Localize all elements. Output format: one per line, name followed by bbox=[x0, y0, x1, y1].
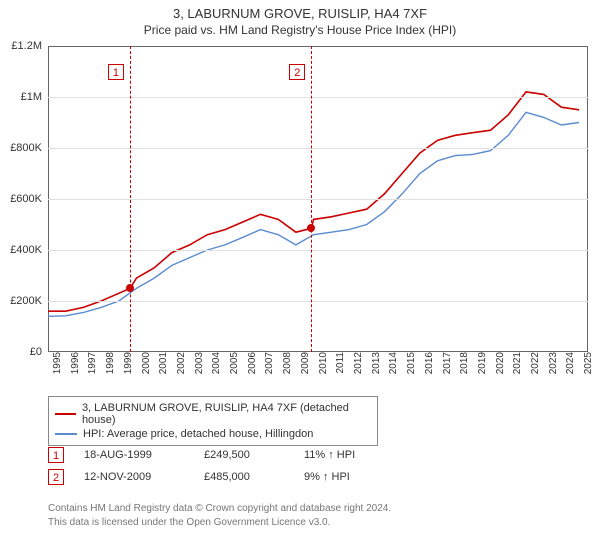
x-axis-label: 2004 bbox=[207, 352, 222, 374]
x-axis-label: 2016 bbox=[420, 352, 435, 374]
legend-swatch bbox=[55, 413, 76, 415]
event-price: £485,000 bbox=[204, 471, 284, 483]
event-vline bbox=[311, 46, 312, 352]
event-vline bbox=[130, 46, 131, 352]
event-price: £249,500 bbox=[204, 449, 284, 461]
legend-swatch bbox=[55, 433, 77, 435]
legend-item-hpi: HPI: Average price, detached house, Hill… bbox=[55, 427, 371, 441]
legend-item-price: 3, LABURNUM GROVE, RUISLIP, HA4 7XF (det… bbox=[55, 401, 371, 427]
x-axis-label: 2005 bbox=[225, 352, 240, 374]
x-axis-label: 2008 bbox=[278, 352, 293, 374]
x-axis-label: 2011 bbox=[331, 352, 346, 374]
chart-title: 3, LABURNUM GROVE, RUISLIP, HA4 7XF bbox=[0, 0, 600, 21]
event-dot-1 bbox=[126, 284, 134, 292]
event-delta: 11% ↑ HPI bbox=[304, 449, 355, 461]
x-axis-label: 2002 bbox=[172, 352, 187, 374]
x-axis-label: 2001 bbox=[154, 352, 169, 374]
y-axis-label: £200K bbox=[10, 295, 48, 307]
x-axis-label: 2009 bbox=[296, 352, 311, 374]
x-axis-label: 2003 bbox=[190, 352, 205, 374]
event-row-1: 1 18-AUG-1999 £249,500 11% ↑ HPI bbox=[48, 444, 355, 466]
x-axis-label: 2015 bbox=[402, 352, 417, 374]
x-axis-label: 2014 bbox=[384, 352, 399, 374]
x-axis-label: 2025 bbox=[579, 352, 594, 374]
event-row-marker: 1 bbox=[48, 447, 64, 463]
y-axis-label: £1.2M bbox=[11, 40, 48, 52]
x-axis-label: 2018 bbox=[455, 352, 470, 374]
y-axis-label: £0 bbox=[30, 346, 48, 358]
x-axis-label: 2019 bbox=[473, 352, 488, 374]
event-marker-2: 2 bbox=[289, 64, 305, 80]
x-axis-label: 1999 bbox=[119, 352, 134, 374]
x-axis-label: 2013 bbox=[367, 352, 382, 374]
event-dot-2 bbox=[307, 224, 315, 232]
legend-label: 3, LABURNUM GROVE, RUISLIP, HA4 7XF (det… bbox=[82, 402, 371, 426]
x-axis-label: 1998 bbox=[101, 352, 116, 374]
chart-plot-area: £0£200K£400K£600K£800K£1M£1.2M1995199619… bbox=[48, 46, 588, 352]
x-axis-label: 2017 bbox=[438, 352, 453, 374]
footer-attribution: Contains HM Land Registry data © Crown c… bbox=[48, 502, 391, 529]
x-axis-label: 2020 bbox=[491, 352, 506, 374]
x-axis-label: 2007 bbox=[260, 352, 275, 374]
x-axis-label: 1996 bbox=[66, 352, 81, 374]
legend: 3, LABURNUM GROVE, RUISLIP, HA4 7XF (det… bbox=[48, 396, 378, 446]
x-axis-label: 2012 bbox=[349, 352, 364, 374]
event-date: 18-AUG-1999 bbox=[84, 449, 184, 461]
x-axis-label: 2006 bbox=[243, 352, 258, 374]
x-axis-label: 2021 bbox=[508, 352, 523, 374]
y-axis-label: £400K bbox=[10, 244, 48, 256]
y-axis-label: £600K bbox=[10, 193, 48, 205]
x-axis-label: 2023 bbox=[544, 352, 559, 374]
series-price bbox=[48, 92, 579, 311]
event-table: 1 18-AUG-1999 £249,500 11% ↑ HPI 2 12-NOV-200… bbox=[48, 444, 355, 488]
footer-line1: Contains HM Land Registry data © Crown c… bbox=[48, 502, 391, 516]
x-axis-label: 2000 bbox=[137, 352, 152, 374]
x-axis-label: 1995 bbox=[48, 352, 63, 374]
event-row-2: 2 12-NOV-2009 £485,000 9% ↑ HPI bbox=[48, 466, 355, 488]
x-axis-label: 1997 bbox=[83, 352, 98, 374]
x-axis-label: 2022 bbox=[526, 352, 541, 374]
y-axis-label: £1M bbox=[21, 91, 48, 103]
x-axis-label: 2010 bbox=[314, 352, 329, 374]
event-row-marker: 2 bbox=[48, 469, 64, 485]
event-marker-1: 1 bbox=[108, 64, 124, 80]
event-delta: 9% ↑ HPI bbox=[304, 471, 350, 483]
event-date: 12-NOV-2009 bbox=[84, 471, 184, 483]
footer-line2: This data is licensed under the Open Gov… bbox=[48, 516, 391, 530]
legend-label: HPI: Average price, detached house, Hill… bbox=[83, 428, 313, 440]
y-axis-label: £800K bbox=[10, 142, 48, 154]
x-axis-label: 2024 bbox=[561, 352, 576, 374]
chart-subtitle: Price paid vs. HM Land Registry's House … bbox=[0, 21, 600, 41]
